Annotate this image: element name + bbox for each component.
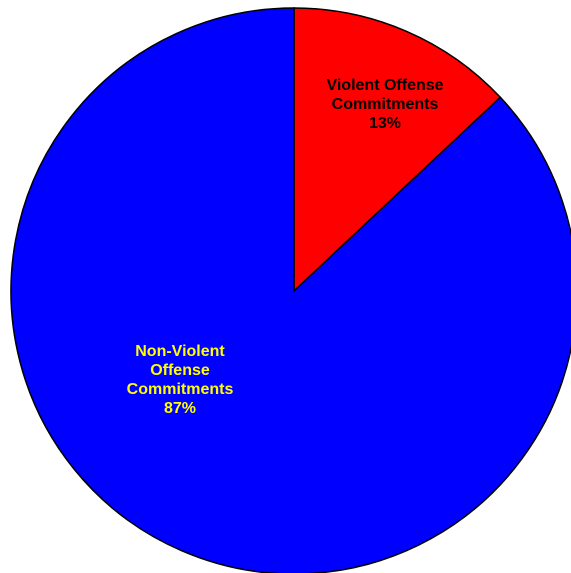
pie-slice-label-line: Commitments — [332, 96, 439, 113]
pie-slice-value-label: 13% — [369, 115, 401, 132]
pie-slice-label-line: Commitments — [127, 381, 234, 398]
pie-labels: Violent Offense Commitments 13% Non-Violent… — [127, 77, 444, 417]
pie-slice-value-label: 87% — [164, 400, 196, 417]
pie-slice-label-line: Offense — [150, 362, 210, 379]
pie-slice-0 — [293, 7, 502, 293]
pie-slice-1 — [10, 7, 571, 573]
pie-slices — [10, 7, 571, 573]
pie-slice-label-line: Violent Offense — [326, 77, 443, 94]
pie-slice-label-line: Non-Violent — [135, 343, 225, 360]
